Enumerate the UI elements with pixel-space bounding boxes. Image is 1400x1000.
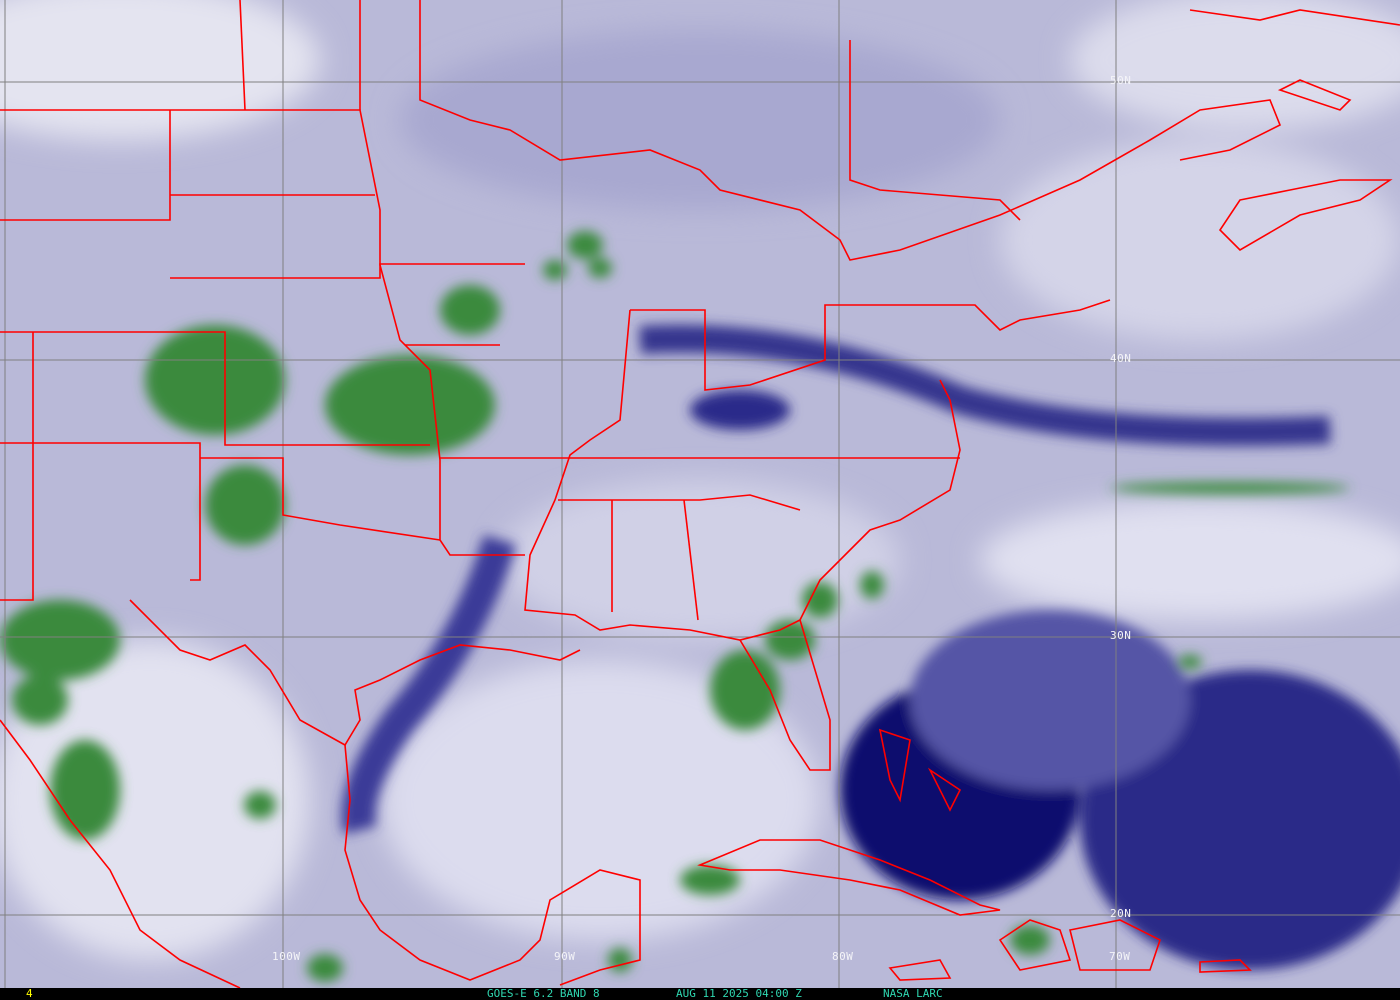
datetime: AUG 11 2025 04:00 Z bbox=[676, 987, 802, 1000]
lon-label-100w: 100W bbox=[272, 950, 301, 963]
lat-label-30n: 30N bbox=[1110, 629, 1132, 642]
lat-label-20n: 20N bbox=[1110, 907, 1132, 920]
product-title: GOES-E 6.2 BAND 8 bbox=[487, 987, 600, 1000]
credit: NASA LARC bbox=[883, 987, 943, 1000]
lon-label-70w: 70W bbox=[1109, 950, 1131, 963]
lon-label-80w: 80W bbox=[832, 950, 854, 963]
cold-cloud-tops bbox=[0, 231, 1350, 982]
lat-label-40n: 40N bbox=[1110, 352, 1132, 365]
frame-number: 4 bbox=[26, 987, 33, 1000]
lon-label-90w: 90W bbox=[554, 950, 576, 963]
lat-label-50n: 50N bbox=[1110, 74, 1132, 87]
status-bar: 4 GOES-E 6.2 BAND 8 AUG 11 2025 04:00 Z … bbox=[0, 988, 1400, 1000]
dry-air-bands bbox=[341, 324, 1400, 970]
